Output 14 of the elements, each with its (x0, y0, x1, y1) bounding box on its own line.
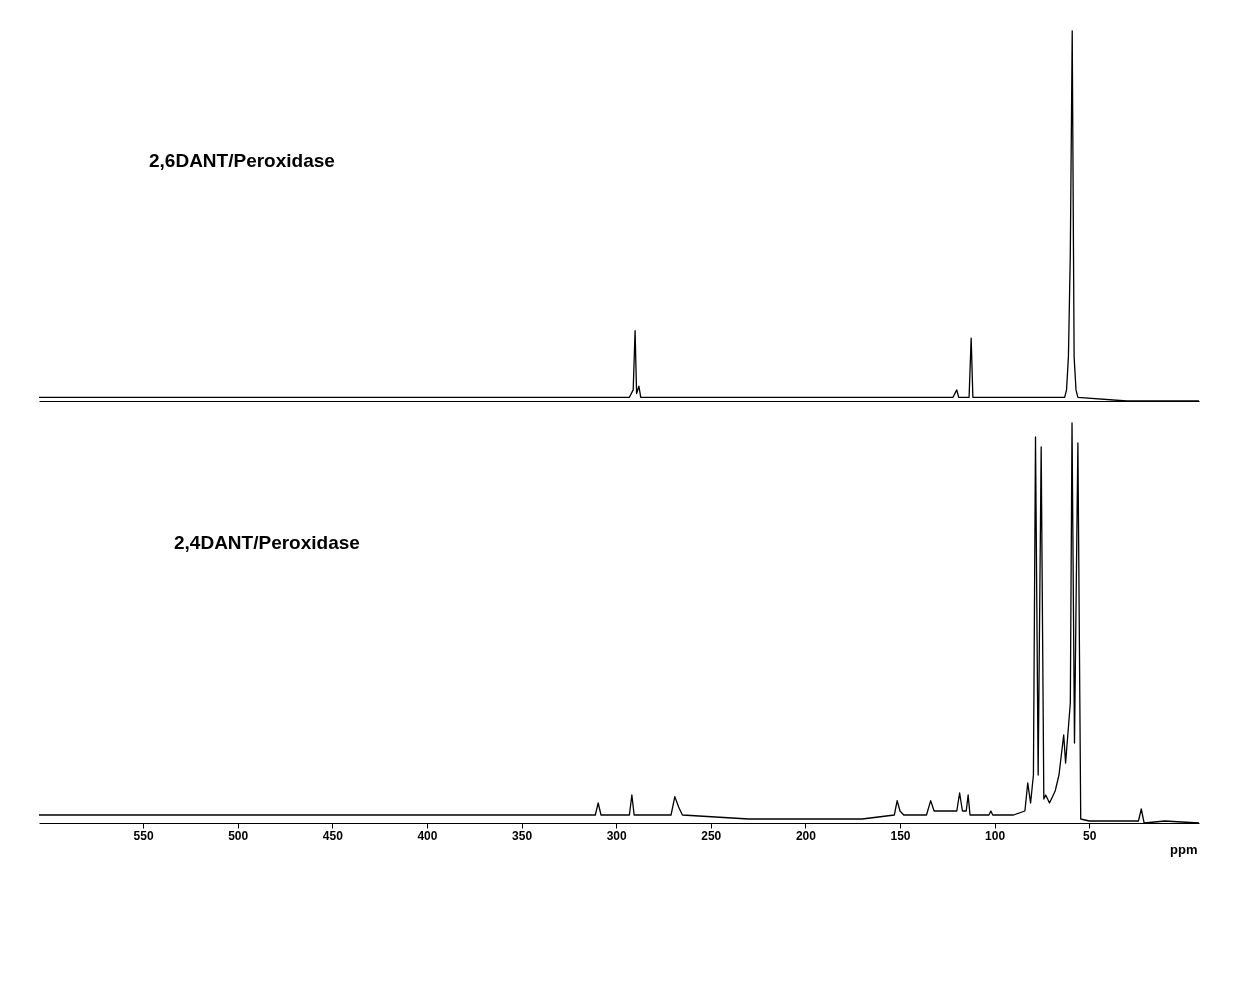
x-tick-label: 500 (228, 828, 249, 843)
x-tick-label: 550 (133, 828, 154, 843)
x-tick-label: 400 (417, 828, 438, 843)
x-axis-title: ppm (1170, 841, 1198, 857)
x-tick-label: 350 (512, 828, 533, 843)
x-tick-label: 200 (795, 828, 817, 843)
x-tick-label: 100 (985, 828, 1006, 843)
annotation: 2,6DANT/Peroxidase (149, 149, 335, 171)
x-tick-label: 150 (890, 828, 911, 843)
x-tick-label: 50 (1083, 828, 1097, 843)
annotation: 2,4DANT/Peroxidase (174, 532, 360, 553)
x-tick-label: 450 (322, 828, 344, 843)
x-tick-label: 300 (606, 828, 627, 843)
x-tick-label: 250 (701, 828, 722, 843)
